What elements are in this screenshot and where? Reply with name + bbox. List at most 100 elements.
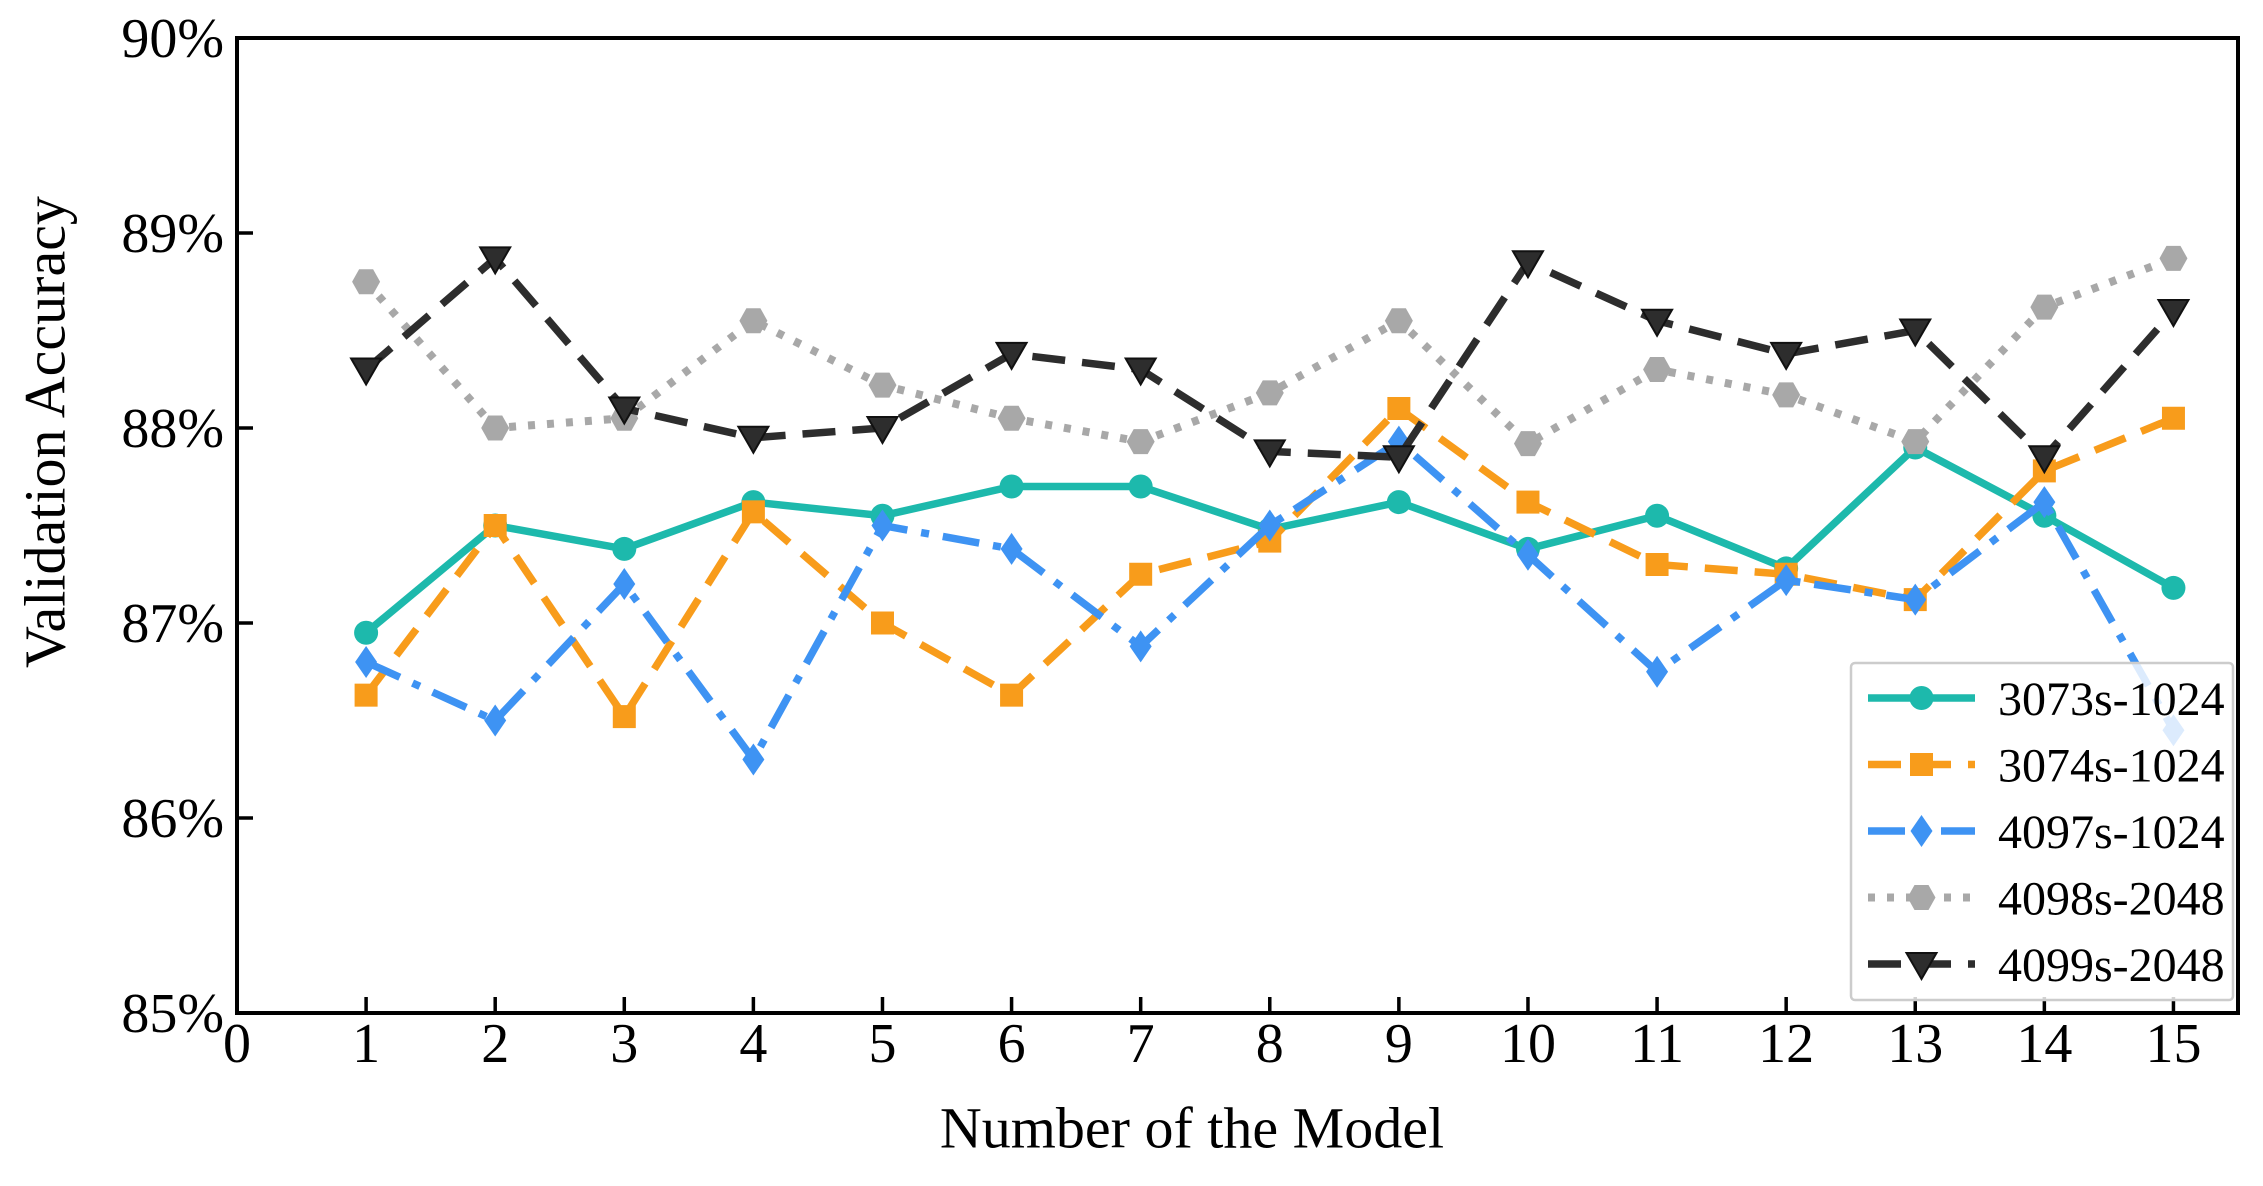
square-marker bbox=[1000, 683, 1024, 707]
legend-item: 4097s-1024 bbox=[1868, 806, 2225, 859]
legend-label: 3074s-1024 bbox=[1998, 740, 2225, 793]
diamond-marker bbox=[355, 646, 378, 678]
y-tick-label: 86% bbox=[121, 788, 224, 850]
triangle-down-marker bbox=[2027, 445, 2062, 475]
y-tick-label: 90% bbox=[121, 8, 224, 70]
circle-marker bbox=[2161, 575, 2186, 600]
diamond-marker bbox=[871, 509, 894, 542]
x-tick-label: 10 bbox=[1500, 1013, 1556, 1075]
x-tick-label: 7 bbox=[1127, 1013, 1155, 1075]
diamond-marker bbox=[1129, 630, 1152, 663]
square-marker bbox=[354, 683, 378, 707]
triangle-down-marker bbox=[1123, 357, 1158, 387]
x-tick-label: 15 bbox=[2145, 1013, 2201, 1075]
hexagon-marker bbox=[2159, 245, 2188, 271]
square-marker bbox=[2161, 406, 2185, 430]
x-tick-label: 12 bbox=[1758, 1013, 1814, 1075]
x-tick-label: 11 bbox=[1630, 1013, 1684, 1075]
hexagon-marker bbox=[1513, 431, 1542, 457]
legend-label: 4098s-2048 bbox=[1998, 873, 2225, 926]
square-marker bbox=[741, 500, 765, 524]
hexagon-marker bbox=[352, 269, 381, 295]
hexagon-marker bbox=[1901, 429, 1930, 455]
series-4098s-2048 bbox=[352, 245, 2188, 457]
legend-box bbox=[1849, 661, 2235, 1002]
diamond-marker bbox=[2033, 486, 2056, 519]
hexagon-marker bbox=[481, 415, 510, 441]
y-tick-label: 89% bbox=[121, 203, 224, 265]
hexagon-marker bbox=[1772, 382, 1801, 408]
circle-marker bbox=[612, 536, 637, 561]
diamond-marker bbox=[1258, 509, 1281, 542]
legend-label: 3073s-1024 bbox=[1998, 673, 2225, 726]
diamond-marker bbox=[484, 704, 507, 737]
x-tick-label: 1 bbox=[352, 1013, 380, 1075]
diamond-marker bbox=[1910, 815, 1933, 847]
hexagon-marker bbox=[1643, 357, 1672, 382]
series-line bbox=[364, 436, 2177, 767]
x-tick-label: 4 bbox=[739, 1013, 767, 1075]
hexagon-marker bbox=[1255, 380, 1284, 406]
square-marker bbox=[1645, 553, 1669, 576]
legend-item: 3074s-1024 bbox=[1868, 740, 2225, 793]
legend: 3073s-1024 3074s-1024 4097s-1024 4098s-2048… bbox=[1849, 661, 2235, 1002]
series-4099s-2048 bbox=[349, 246, 2191, 475]
diamond-marker bbox=[1904, 583, 1927, 616]
circle-marker bbox=[354, 620, 379, 645]
square-marker bbox=[483, 514, 507, 537]
hexagon-marker bbox=[997, 405, 1026, 431]
legend-label: 4099s-2048 bbox=[1998, 939, 2225, 992]
y-tick-label: 88% bbox=[121, 398, 224, 460]
hexagon-marker bbox=[1907, 885, 1936, 910]
triangle-down-marker bbox=[2156, 299, 2191, 329]
triangle-down-marker bbox=[1769, 341, 1803, 371]
triangle-down-marker bbox=[1904, 952, 1939, 982]
circle-marker bbox=[1128, 474, 1153, 499]
triangle-down-marker bbox=[994, 341, 1029, 371]
diamond-marker bbox=[613, 568, 636, 600]
triangle-down-marker bbox=[478, 246, 512, 276]
hexagon-marker bbox=[1126, 429, 1155, 455]
legend-item: 3073s-1024 bbox=[1868, 673, 2225, 726]
triangle-down-marker bbox=[1511, 250, 1545, 280]
triangle-down-marker bbox=[1898, 318, 1932, 348]
square-marker bbox=[1387, 397, 1411, 420]
diamond-marker bbox=[1000, 532, 1023, 565]
plot-border bbox=[235, 36, 2240, 1015]
x-tick-label: 0 bbox=[223, 1013, 251, 1075]
circle-marker bbox=[1909, 686, 1934, 710]
x-tick-label: 6 bbox=[998, 1013, 1026, 1075]
y-tick-label: 87% bbox=[121, 593, 224, 655]
square-marker bbox=[612, 705, 636, 729]
x-tick-label: 14 bbox=[2016, 1013, 2072, 1075]
x-tick-label: 5 bbox=[868, 1013, 896, 1075]
legend-label: 4097s-1024 bbox=[1998, 806, 2225, 859]
circle-marker bbox=[1645, 503, 1670, 528]
series-4097s-1024 bbox=[355, 425, 2185, 776]
triangle-down-marker bbox=[736, 425, 771, 455]
triangle-down-marker bbox=[1640, 308, 1674, 338]
diamond-marker bbox=[742, 743, 765, 776]
square-marker bbox=[1516, 490, 1540, 514]
diamond-marker bbox=[1646, 655, 1669, 688]
legend-item: 4099s-2048 bbox=[1868, 939, 2225, 992]
triangle-down-marker bbox=[1253, 439, 1287, 469]
square-marker bbox=[1129, 562, 1153, 586]
x-tick-label: 9 bbox=[1385, 1013, 1413, 1075]
triangle-down-marker bbox=[1382, 445, 1416, 475]
series-line bbox=[363, 254, 2175, 449]
triangle-down-marker bbox=[607, 396, 642, 426]
y-axis-label: Validation Accuracy bbox=[12, 196, 78, 668]
legend-item: 4098s-2048 bbox=[1868, 873, 2225, 926]
x-axis-label: Number of the Model bbox=[939, 1095, 1445, 1161]
triangle-down-marker bbox=[865, 416, 900, 446]
hexagon-marker bbox=[2030, 294, 2059, 320]
hexagon-marker bbox=[868, 372, 897, 398]
diamond-marker bbox=[1516, 538, 1539, 571]
y-tick-label: 85% bbox=[121, 983, 224, 1045]
triangle-down-marker bbox=[349, 357, 383, 387]
circle-marker bbox=[999, 474, 1024, 499]
x-tick-label: 2 bbox=[481, 1013, 509, 1075]
hexagon-marker bbox=[739, 308, 768, 334]
